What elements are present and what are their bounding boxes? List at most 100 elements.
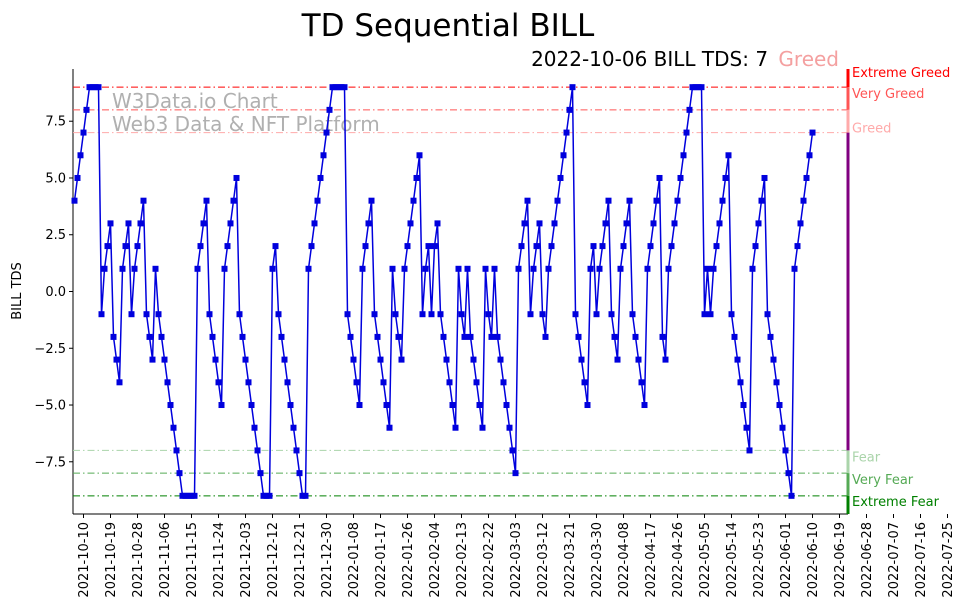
data-point bbox=[377, 356, 384, 363]
data-point bbox=[245, 379, 252, 386]
data-point bbox=[83, 106, 90, 113]
data-point bbox=[392, 311, 399, 318]
data-point bbox=[563, 129, 570, 136]
chart-subtitle: 2022-10-06 BILL TDS: 7 Greed bbox=[531, 47, 839, 71]
data-point bbox=[257, 470, 264, 477]
data-point bbox=[308, 243, 315, 250]
data-point bbox=[593, 311, 600, 318]
data-point bbox=[560, 152, 567, 159]
data-point bbox=[398, 356, 405, 363]
data-point bbox=[653, 197, 660, 204]
data-point bbox=[317, 174, 324, 181]
data-point bbox=[572, 311, 579, 318]
data-point bbox=[137, 220, 144, 227]
data-point bbox=[407, 220, 414, 227]
x-tick-label: 2022-04-26 bbox=[671, 522, 686, 598]
data-point bbox=[140, 197, 147, 204]
data-point bbox=[671, 220, 678, 227]
x-tick-label: 2022-07-16 bbox=[914, 522, 929, 598]
data-point bbox=[650, 220, 657, 227]
x-tick-label: 2021-11-24 bbox=[212, 522, 227, 598]
data-point bbox=[443, 356, 450, 363]
data-point bbox=[287, 402, 294, 409]
data-point bbox=[521, 220, 528, 227]
reference-line-label: Greed bbox=[852, 122, 891, 137]
data-point bbox=[437, 311, 444, 318]
data-point bbox=[158, 333, 165, 340]
data-point bbox=[389, 265, 396, 272]
data-point bbox=[518, 243, 525, 250]
data-point bbox=[452, 424, 459, 431]
x-tick-label: 2022-05-05 bbox=[698, 522, 713, 598]
data-point bbox=[683, 129, 690, 136]
data-point bbox=[242, 356, 249, 363]
data-point bbox=[467, 333, 474, 340]
data-point bbox=[107, 220, 114, 227]
data-point bbox=[587, 265, 594, 272]
data-point bbox=[293, 447, 300, 454]
data-point bbox=[341, 84, 348, 91]
data-point bbox=[122, 243, 129, 250]
x-tick-label: 2021-12-12 bbox=[266, 522, 281, 598]
data-point bbox=[173, 447, 180, 454]
data-point bbox=[539, 311, 546, 318]
subtitle-sentiment: Greed bbox=[778, 47, 839, 71]
y-tick-label: 2.5 bbox=[45, 228, 66, 243]
data-point bbox=[680, 152, 687, 159]
y-tick-label: 7.5 bbox=[45, 115, 66, 130]
x-tick-label: 2022-04-08 bbox=[617, 522, 632, 598]
data-point bbox=[374, 333, 381, 340]
data-point bbox=[632, 333, 639, 340]
data-point bbox=[806, 152, 813, 159]
data-point bbox=[761, 174, 768, 181]
data-point bbox=[662, 356, 669, 363]
data-point bbox=[686, 106, 693, 113]
data-point bbox=[794, 243, 801, 250]
data-point bbox=[164, 379, 171, 386]
data-point bbox=[305, 265, 312, 272]
data-point bbox=[212, 356, 219, 363]
data-point bbox=[710, 265, 717, 272]
data-point bbox=[101, 265, 108, 272]
data-point bbox=[716, 220, 723, 227]
x-tick-label: 2022-01-17 bbox=[374, 522, 389, 598]
data-point bbox=[218, 402, 225, 409]
data-point bbox=[749, 265, 756, 272]
data-point bbox=[134, 243, 141, 250]
x-tick-label: 2021-12-30 bbox=[320, 522, 335, 598]
data-point bbox=[269, 265, 276, 272]
data-point bbox=[515, 265, 522, 272]
data-point bbox=[77, 152, 84, 159]
data-point bbox=[74, 174, 81, 181]
data-point bbox=[482, 265, 489, 272]
data-point bbox=[365, 220, 372, 227]
data-point bbox=[620, 243, 627, 250]
data-point bbox=[440, 333, 447, 340]
data-point bbox=[284, 379, 291, 386]
series-line bbox=[73, 86, 814, 497]
data-point bbox=[713, 243, 720, 250]
data-point bbox=[782, 447, 789, 454]
data-point bbox=[617, 265, 624, 272]
data-point bbox=[254, 447, 261, 454]
y-axis-label: BILL TDS bbox=[10, 262, 25, 320]
data-point bbox=[527, 311, 534, 318]
reference-line-label: Very Greed bbox=[852, 87, 924, 102]
data-point bbox=[641, 402, 648, 409]
x-tick-label: 2022-07-07 bbox=[887, 522, 902, 598]
data-point bbox=[419, 311, 426, 318]
data-point bbox=[737, 379, 744, 386]
y-tick-label: −5.0 bbox=[34, 399, 66, 414]
data-point bbox=[623, 220, 630, 227]
x-tick-label: 2022-05-14 bbox=[725, 522, 740, 598]
data-point bbox=[191, 492, 198, 499]
data-point bbox=[395, 333, 402, 340]
data-point bbox=[215, 379, 222, 386]
data-point bbox=[350, 356, 357, 363]
data-point bbox=[413, 174, 420, 181]
data-point bbox=[110, 333, 117, 340]
reference-line-label: Extreme Greed bbox=[852, 66, 950, 81]
data-point bbox=[557, 174, 564, 181]
data-point bbox=[605, 197, 612, 204]
x-tick-label: 2021-11-06 bbox=[158, 522, 173, 598]
